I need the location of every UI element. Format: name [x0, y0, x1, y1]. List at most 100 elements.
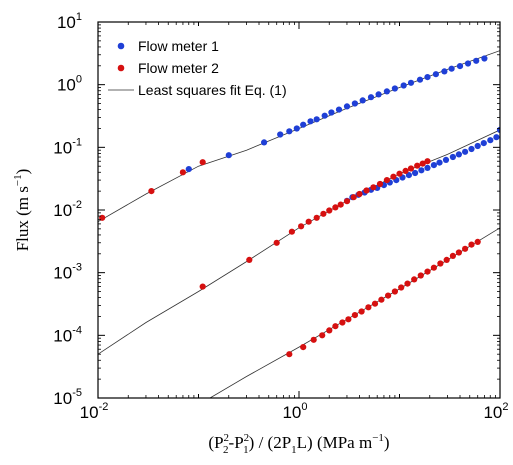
data-point-flow-meter-2	[358, 308, 365, 315]
data-point-flow-meter-1	[436, 159, 443, 166]
data-point-flow-meter-1	[400, 82, 407, 89]
data-point-flow-meter-2	[378, 296, 385, 303]
data-point-flow-meter-2	[351, 312, 358, 319]
data-point-flow-meter-1	[367, 94, 375, 101]
y-tick-label: 100	[57, 74, 82, 95]
data-point-flow-meter-2	[398, 284, 405, 291]
data-point-flow-meter-1	[442, 156, 450, 163]
data-point-flow-meter-1	[464, 60, 472, 67]
data-point-flow-meter-1	[424, 74, 431, 81]
data-point-flow-meter-2	[417, 272, 424, 279]
x-tick-label: 102	[483, 401, 508, 422]
data-point-flow-meter-1	[473, 57, 480, 64]
data-point-flow-meter-2	[350, 194, 357, 201]
data-point-flow-meter-1	[343, 103, 351, 110]
data-point-flow-meter-2	[462, 245, 469, 252]
data-point-flow-meter-2	[455, 249, 462, 256]
data-point-flow-meter-2	[414, 162, 421, 169]
data-point-flow-meter-2	[179, 169, 186, 176]
data-point-flow-meter-2	[273, 239, 280, 246]
data-point-flow-meter-2	[326, 327, 333, 334]
x-axis-label: (P2 2-P2 1) / (2P1L) (MPa m−1)	[208, 432, 389, 456]
data-point-flow-meter-2	[411, 276, 418, 283]
data-point-flow-meter-1	[293, 125, 300, 132]
data-point-flow-meter-1	[286, 128, 293, 135]
data-point-flow-meter-2	[310, 336, 317, 343]
data-point-flow-meter-1	[407, 79, 415, 86]
data-point-flow-meter-2	[385, 292, 392, 299]
data-point-flow-meter-2	[365, 304, 372, 311]
data-point-flow-meter-2	[356, 190, 363, 198]
data-point-flow-meter-1	[412, 169, 419, 177]
data-point-flow-meter-1	[449, 153, 456, 161]
legend-marker-flow-meter-2	[117, 64, 125, 72]
data-point-flow-meter-2	[148, 188, 155, 195]
data-point-flow-meter-2	[332, 204, 339, 211]
data-point-flow-meter-2	[430, 264, 437, 271]
data-point-flow-meter-1	[391, 85, 398, 92]
data-point-flow-meter-1	[418, 167, 425, 174]
data-point-flow-meter-1	[321, 112, 328, 119]
data-point-flow-meter-2	[402, 167, 409, 174]
data-point-flow-meter-2	[376, 180, 384, 188]
legend-label-least-squares-fit: Least squares fit Eq. (1)	[138, 82, 287, 98]
x-tick-label: 10-2	[80, 401, 109, 422]
data-point-flow-meter-2	[437, 260, 444, 267]
data-point-flow-meter-2	[199, 283, 206, 290]
data-point-flow-meter-2	[300, 344, 307, 351]
data-point-flow-meter-2	[326, 207, 333, 214]
data-point-flow-meter-2	[370, 184, 377, 191]
data-point-flow-meter-2	[363, 187, 370, 194]
data-point-flow-meter-1	[448, 65, 455, 72]
data-point-flow-meter-2	[424, 268, 431, 275]
data-point-flow-meter-2	[404, 280, 411, 287]
data-point-flow-meter-1	[468, 145, 475, 153]
data-point-flow-meter-2	[305, 218, 312, 225]
data-point-flow-meter-2	[396, 170, 403, 177]
plot-frame	[97, 21, 501, 399]
data-point-flow-meter-1	[277, 131, 284, 138]
data-point-flow-meter-1	[430, 162, 437, 169]
legend: Flow meter 1 Flow meter 2 Least squares …	[108, 38, 287, 98]
data-point-flow-meter-1	[351, 100, 358, 107]
data-point-flow-meter-1	[313, 116, 320, 123]
data-point-flow-meter-2	[443, 256, 450, 263]
legend-label-flow-meter-2: Flow meter 2	[138, 60, 219, 76]
data-point-flow-meter-2	[319, 332, 326, 339]
data-point-flow-meter-2	[339, 319, 346, 326]
y-tick-label: 101	[57, 11, 82, 32]
data-point-flow-meter-1	[462, 148, 469, 155]
data-point-flow-meter-1	[416, 76, 424, 83]
data-point-flow-meter-1	[359, 97, 366, 104]
y-tick-label: 10-1	[53, 136, 82, 157]
data-point-flow-meter-2	[371, 300, 379, 307]
data-point-flow-meter-1	[328, 109, 335, 116]
data-point-flow-meter-2	[332, 323, 339, 330]
data-point-flow-meter-2	[246, 256, 253, 263]
data-point-flow-meter-1	[261, 139, 268, 146]
data-point-flow-meter-2	[313, 214, 320, 221]
data-point-flow-meter-2	[343, 198, 351, 205]
data-point-flow-meter-1	[474, 142, 481, 150]
y-tick-label: 10-5	[53, 387, 82, 408]
data-point-flow-meter-1	[307, 118, 314, 125]
data-point-flow-meter-1	[383, 88, 390, 95]
y-axis-label: Flux (m s−1)	[12, 169, 32, 252]
data-point-flow-meter-1	[432, 71, 439, 78]
data-point-flow-meter-1	[487, 137, 494, 144]
data-point-flow-meter-1	[481, 55, 488, 62]
data-point-flow-meter-2	[288, 228, 295, 235]
data-point-flow-meter-1	[441, 68, 448, 75]
data-point-flow-meter-2	[337, 201, 344, 208]
data-point-flow-meter-2	[320, 210, 327, 217]
data-point-flow-meter-2	[424, 158, 431, 165]
data-point-flow-meter-2	[286, 351, 293, 358]
data-point-flow-meter-2	[383, 177, 390, 184]
y-tick-label: 10-3	[53, 262, 82, 283]
data-point-flow-meter-1	[456, 63, 464, 70]
data-point-flow-meter-2	[407, 165, 415, 172]
data-point-flow-meter-2	[298, 223, 305, 230]
data-point-flow-meter-2	[391, 288, 398, 295]
data-point-flow-meter-1	[375, 91, 382, 98]
